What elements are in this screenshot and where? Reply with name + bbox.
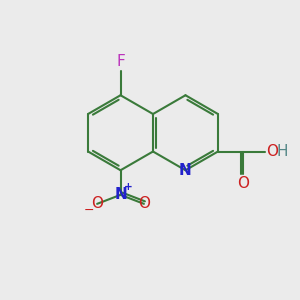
Text: +: + — [124, 182, 132, 192]
Text: −: − — [83, 204, 94, 217]
Text: N: N — [114, 187, 127, 202]
Text: N: N — [179, 163, 192, 178]
Text: O: O — [91, 196, 103, 211]
Text: H: H — [277, 144, 288, 159]
Text: F: F — [116, 54, 125, 69]
Text: O: O — [138, 196, 150, 211]
Text: O: O — [266, 144, 278, 159]
Text: O: O — [238, 176, 250, 191]
